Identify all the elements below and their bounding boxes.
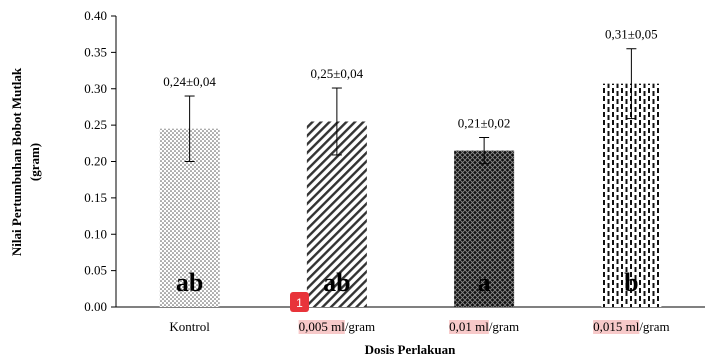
y-tick-label: 0.00: [84, 299, 107, 314]
data-label: 0,21±0,02: [458, 115, 511, 130]
y-tick-label: 0.20: [84, 154, 107, 169]
significance-letter: b: [624, 268, 638, 297]
x-axis-title: Dosis Perlakuan: [365, 342, 456, 357]
svg-text:1: 1: [296, 296, 303, 310]
y-tick-label: 0.35: [84, 44, 107, 59]
y-axis-title-line2: (gram): [27, 143, 42, 181]
y-tick-labels: 0.00 0.05 0.10 0.15 0.20 0.25 0.30 0.35 0.40: [84, 8, 116, 314]
x-tick-label: 0,015 ml/gram: [593, 319, 670, 334]
data-label: 0,25±0,04: [311, 66, 364, 81]
highlight-mark: [298, 320, 345, 334]
annotation-badge[interactable]: 1: [290, 292, 309, 312]
highlight-mark: [449, 320, 489, 334]
y-tick-label: 0.05: [84, 263, 107, 278]
x-tick-label: 0,01 ml/gram: [449, 319, 519, 334]
significance-letter: ab: [323, 268, 350, 297]
bar-4: [601, 83, 662, 307]
significance-letter: a: [478, 268, 491, 297]
y-tick-label: 0.30: [84, 81, 107, 96]
y-tick-label: 0.15: [84, 190, 107, 205]
data-label: 0,24±0,04: [163, 74, 216, 89]
error-bars: [184, 48, 637, 165]
x-tick-label: Kontrol: [169, 319, 210, 334]
data-labels: 0,24±0,04 0,25±0,04 0,21±0,02 0,31±0,05: [163, 27, 657, 131]
highlight-mark: [593, 320, 640, 334]
data-label: 0,31±0,05: [605, 27, 658, 42]
significance-letters: ab ab a b: [176, 268, 639, 297]
y-tick-label: 0.10: [84, 226, 107, 241]
significance-letter: ab: [176, 268, 203, 297]
bar-3: [454, 150, 515, 307]
y-tick-label: 0.40: [84, 8, 107, 23]
y-tick-label: 0.25: [84, 117, 107, 132]
y-axis-title-line1: Nilai Pertumbuhan Bobot Mutlak: [9, 67, 24, 256]
x-tick-label: 0,005 ml/gram: [299, 319, 376, 334]
x-tick-labels: Kontrol 0,005 ml/gram 0,01 ml/gram 0,015 ml…: [169, 319, 670, 334]
bars: [159, 83, 662, 307]
